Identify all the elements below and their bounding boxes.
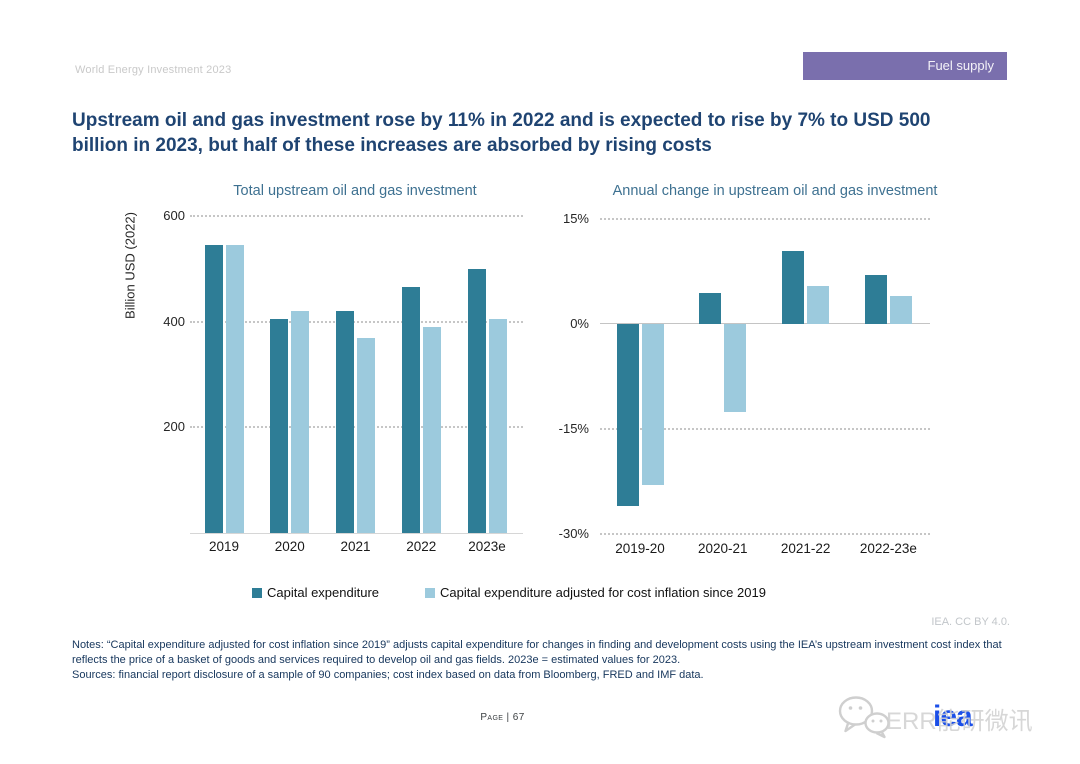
watermark-text: ERR能研微讯: [886, 708, 1033, 735]
legend-item-adjusted-expenditure: Capital expenditure adjusted for cost in…: [425, 584, 766, 600]
bar-adjusted-expenditure: [807, 285, 830, 324]
bar-capital-expenditure: [204, 245, 223, 533]
y-tick-label: -15%: [558, 421, 589, 436]
gridline: [600, 533, 930, 535]
bar-adjusted-expenditure: [488, 319, 507, 533]
legend-item-capital-expenditure: Capital expenditure: [252, 584, 380, 600]
legend-label-capex: Capital expenditure: [267, 585, 380, 600]
chart2-title: Annual change in upstream oil and gas in…: [612, 183, 938, 199]
x-category-label: 2019-20: [615, 541, 665, 556]
bar-adjusted-expenditure: [889, 296, 912, 324]
x-category-label: 2021: [340, 539, 371, 554]
y-tick-label: 0%: [570, 316, 589, 331]
x-category-label: 2022: [406, 539, 437, 554]
page-headline: Upstream oil and gas investment rose by …: [72, 110, 931, 156]
bar-adjusted-expenditure: [225, 245, 244, 533]
bar-adjusted-expenditure: [641, 324, 664, 485]
legend-swatch-adjusted: [425, 588, 435, 598]
bar-adjusted-expenditure: [724, 324, 747, 412]
section-badge: Fuel supply: [803, 52, 1007, 80]
gridline: [190, 320, 523, 323]
gridline: [190, 215, 523, 217]
x-category-label: 2023e: [468, 539, 506, 554]
bar-capital-expenditure: [616, 324, 639, 506]
y-tick-label: -30%: [558, 526, 589, 541]
x-category-label: 2019: [208, 539, 240, 554]
bar-capital-expenditure: [467, 268, 486, 533]
bar-capital-expenditure: [401, 287, 420, 533]
x-category-label: 2020-21: [698, 541, 748, 556]
x-category-label: 2020: [274, 539, 305, 554]
bar-capital-expenditure: [782, 250, 805, 324]
chart1-title: Total upstream oil and gas investment: [233, 183, 477, 199]
legend-swatch-capex: [252, 588, 262, 598]
legend-label-adjusted: Capital expenditure adjusted for cost in…: [440, 585, 766, 600]
page-number: Page | 67: [480, 712, 525, 723]
bar-adjusted-expenditure: [291, 311, 310, 533]
gridline: [600, 428, 930, 430]
gridline: [600, 218, 930, 220]
chart1-y-axis-label: Billion USD (2022): [122, 212, 138, 319]
bar-capital-expenditure: [270, 319, 289, 533]
report-title: World Energy Investment 2023: [75, 64, 232, 76]
license-attribution: IEA. CC BY 4.0.: [931, 616, 1010, 628]
bar-adjusted-expenditure: [422, 326, 441, 533]
watermark: iea ERR能研微讯: [836, 690, 1080, 756]
gridline: [190, 426, 523, 429]
x-category-label: 2021-22: [780, 541, 831, 556]
iea-logo: iea: [933, 700, 973, 733]
zero-axis-line: [600, 323, 930, 324]
y-tick-label: 15%: [562, 211, 589, 226]
x-axis-line: [190, 533, 523, 534]
bar-capital-expenditure: [864, 275, 887, 324]
wechat-icon: [838, 696, 890, 739]
sources-text: Sources: financial report disclosure of …: [72, 669, 704, 681]
bar-capital-expenditure: [336, 311, 354, 533]
notes-text: Notes: “Capital expenditure adjusted for…: [72, 639, 1002, 666]
bar-capital-expenditure: [699, 292, 722, 324]
x-category-label: 2022-23e: [859, 541, 917, 556]
bar-adjusted-expenditure: [357, 337, 375, 533]
y-tick-label: 200: [163, 419, 185, 435]
